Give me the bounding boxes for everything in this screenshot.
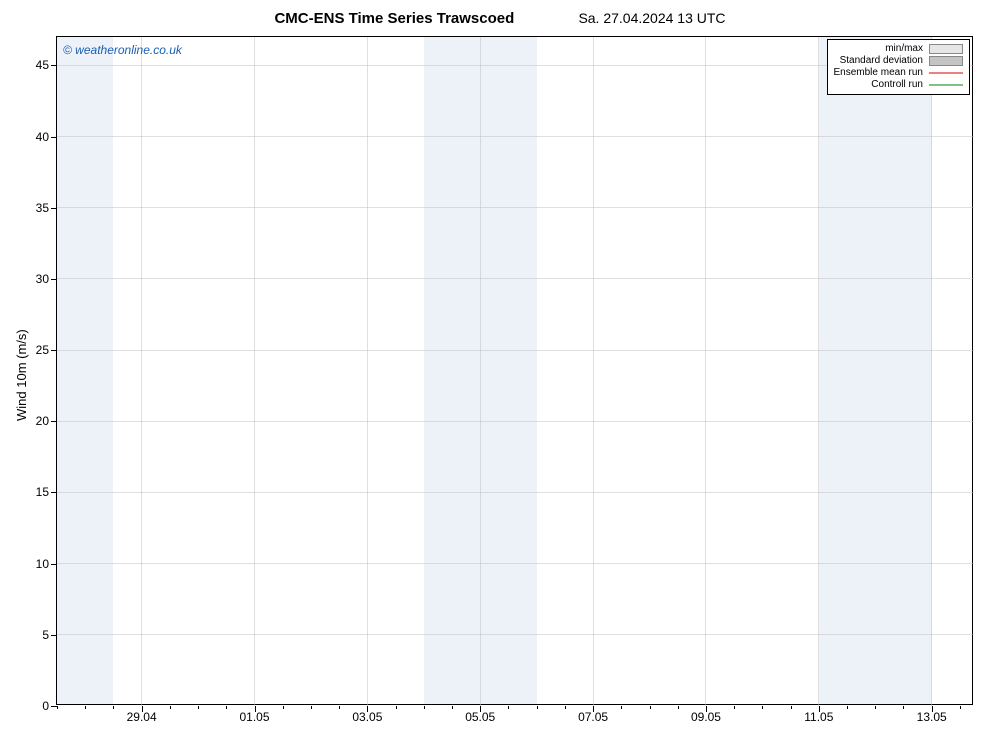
x-gridline bbox=[593, 37, 594, 706]
title-main: CMC-ENS Time Series Trawscoed bbox=[274, 10, 514, 27]
x-minor-tick bbox=[819, 706, 820, 709]
chart-title: CMC-ENS Time Series Trawscoed Sa. 27.04.… bbox=[0, 10, 1000, 27]
x-minor-tick bbox=[170, 706, 171, 709]
y-tick-label: 35 bbox=[36, 201, 49, 215]
y-tick-label: 10 bbox=[36, 557, 49, 571]
x-minor-tick bbox=[706, 706, 707, 709]
x-minor-tick bbox=[762, 706, 763, 709]
x-minor-tick bbox=[875, 706, 876, 709]
x-gridline bbox=[818, 37, 819, 706]
legend-label: Controll run bbox=[871, 79, 923, 91]
x-minor-tick bbox=[847, 706, 848, 709]
y-tick bbox=[51, 65, 57, 66]
x-tick-label: 29.04 bbox=[127, 710, 157, 724]
legend-item: Standard deviation bbox=[834, 55, 964, 67]
y-gridline bbox=[57, 136, 974, 137]
x-minor-tick bbox=[85, 706, 86, 709]
x-minor-tick bbox=[932, 706, 933, 709]
legend-label: Standard deviation bbox=[840, 55, 923, 67]
x-minor-tick bbox=[480, 706, 481, 709]
legend-item: Controll run bbox=[834, 79, 964, 91]
y-tick-label: 40 bbox=[36, 130, 49, 144]
x-tick-label: 11.05 bbox=[804, 710, 833, 724]
y-tick-label: 15 bbox=[36, 485, 49, 499]
y-tick bbox=[51, 564, 57, 565]
legend-item: min/max bbox=[834, 43, 964, 55]
x-tick-label: 05.05 bbox=[465, 710, 495, 724]
x-minor-tick bbox=[537, 706, 538, 709]
legend-swatch bbox=[929, 68, 963, 78]
x-minor-tick bbox=[255, 706, 256, 709]
y-tick-label: 20 bbox=[36, 414, 49, 428]
x-minor-tick bbox=[565, 706, 566, 709]
y-tick bbox=[51, 421, 57, 422]
y-tick-label: 30 bbox=[36, 272, 49, 286]
x-tick-label: 07.05 bbox=[578, 710, 608, 724]
y-axis-label: Wind 10m (m/s) bbox=[14, 329, 29, 421]
y-tick bbox=[51, 492, 57, 493]
legend-item: Ensemble mean run bbox=[834, 67, 964, 79]
y-tick bbox=[51, 279, 57, 280]
x-minor-tick bbox=[452, 706, 453, 709]
x-minor-tick bbox=[593, 706, 594, 709]
y-gridline bbox=[57, 278, 974, 279]
y-gridline bbox=[57, 207, 974, 208]
title-date: Sa. 27.04.2024 13 UTC bbox=[578, 10, 725, 26]
watermark-text: © weatheronline.co.uk bbox=[63, 43, 182, 57]
legend: min/maxStandard deviationEnsemble mean r… bbox=[827, 39, 971, 95]
x-minor-tick bbox=[960, 706, 961, 709]
x-tick-label: 03.05 bbox=[352, 710, 382, 724]
plot-area: © weatheronline.co.uk min/maxStandard de… bbox=[56, 36, 973, 705]
x-minor-tick bbox=[367, 706, 368, 709]
x-gridline bbox=[931, 37, 932, 706]
legend-swatch bbox=[929, 44, 963, 54]
x-minor-tick bbox=[650, 706, 651, 709]
x-minor-tick bbox=[113, 706, 114, 709]
x-minor-tick bbox=[396, 706, 397, 709]
y-gridline bbox=[57, 492, 974, 493]
y-tick-label: 0 bbox=[42, 699, 49, 713]
x-gridline bbox=[367, 37, 368, 706]
legend-label: Ensemble mean run bbox=[834, 67, 924, 79]
y-tick bbox=[51, 137, 57, 138]
x-minor-tick bbox=[508, 706, 509, 709]
legend-swatch bbox=[929, 56, 963, 66]
x-gridline bbox=[705, 37, 706, 706]
x-minor-tick bbox=[311, 706, 312, 709]
x-minor-tick bbox=[424, 706, 425, 709]
y-gridline bbox=[57, 634, 974, 635]
y-gridline bbox=[57, 421, 974, 422]
y-tick-label: 45 bbox=[36, 58, 49, 72]
legend-swatch bbox=[929, 80, 963, 90]
x-minor-tick bbox=[226, 706, 227, 709]
x-gridline bbox=[254, 37, 255, 706]
x-minor-tick bbox=[283, 706, 284, 709]
x-minor-tick bbox=[57, 706, 58, 709]
y-tick-label: 25 bbox=[36, 343, 49, 357]
x-minor-tick bbox=[621, 706, 622, 709]
chart-container: CMC-ENS Time Series Trawscoed Sa. 27.04.… bbox=[0, 0, 1000, 733]
y-gridline bbox=[57, 563, 974, 564]
watermark: © weatheronline.co.uk bbox=[63, 43, 182, 57]
x-minor-tick bbox=[903, 706, 904, 709]
y-tick bbox=[51, 208, 57, 209]
y-tick bbox=[51, 706, 57, 707]
y-gridline bbox=[57, 350, 974, 351]
y-tick bbox=[51, 635, 57, 636]
legend-label: min/max bbox=[885, 43, 923, 55]
x-gridline bbox=[141, 37, 142, 706]
x-minor-tick bbox=[678, 706, 679, 709]
x-gridline bbox=[480, 37, 481, 706]
x-minor-tick bbox=[339, 706, 340, 709]
x-minor-tick bbox=[791, 706, 792, 709]
x-minor-tick bbox=[198, 706, 199, 709]
x-tick-label: 09.05 bbox=[691, 710, 721, 724]
x-tick-label: 13.05 bbox=[917, 710, 947, 724]
x-minor-tick bbox=[734, 706, 735, 709]
x-tick-label: 01.05 bbox=[239, 710, 269, 724]
x-minor-tick bbox=[142, 706, 143, 709]
y-tick-label: 5 bbox=[42, 628, 49, 642]
y-tick bbox=[51, 350, 57, 351]
